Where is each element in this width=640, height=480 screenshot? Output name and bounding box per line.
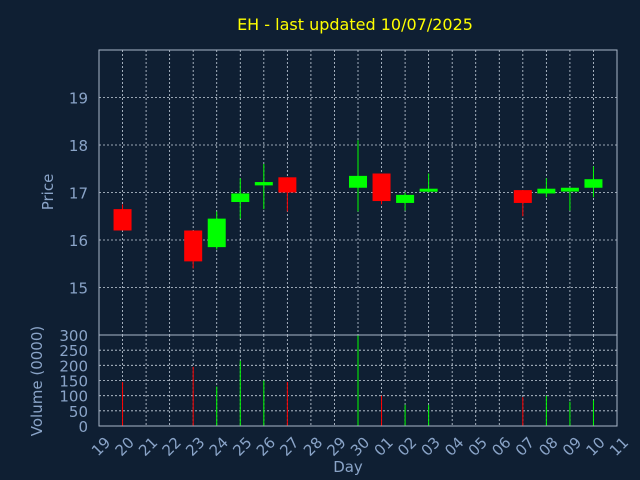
x-tick-label: 20 bbox=[112, 434, 138, 460]
x-tick-label: 06 bbox=[488, 434, 514, 460]
x-tick-label: 04 bbox=[441, 434, 467, 460]
candle-body bbox=[278, 177, 297, 193]
volume-axis-label: Volume (0000) bbox=[28, 326, 46, 436]
candle-body bbox=[231, 193, 250, 202]
volume-tick-label: 200 bbox=[59, 357, 88, 375]
x-tick-label: 03 bbox=[418, 434, 444, 460]
x-tick-label: 30 bbox=[347, 434, 373, 460]
volume-grid bbox=[99, 335, 617, 426]
x-tick-label: 11 bbox=[606, 434, 632, 460]
candle-body bbox=[560, 187, 579, 192]
candle-body bbox=[184, 230, 203, 262]
volume-tick-label: 250 bbox=[59, 342, 88, 360]
candle-body bbox=[113, 209, 132, 231]
chart-title: EH - last updated 10/07/2025 bbox=[237, 15, 473, 34]
price-tick-label: 16 bbox=[69, 232, 88, 250]
x-tick-label: 01 bbox=[371, 434, 397, 460]
volume-tick-label: 150 bbox=[59, 373, 88, 391]
x-tick-label: 28 bbox=[300, 434, 326, 460]
x-tick-label: 24 bbox=[206, 434, 232, 460]
candle-body bbox=[419, 188, 438, 192]
price-tick-label: 17 bbox=[69, 185, 88, 203]
x-tick-label: 10 bbox=[582, 434, 608, 460]
volume-bars-layer bbox=[122, 335, 594, 426]
candle-body bbox=[207, 218, 226, 248]
x-tick-label: 08 bbox=[535, 434, 561, 460]
x-axis-label: Day bbox=[333, 458, 363, 476]
price-tick-labels: 15 16 17 18 19 bbox=[69, 90, 88, 298]
price-tick-label: 19 bbox=[69, 90, 88, 108]
x-tick-label: 09 bbox=[559, 434, 585, 460]
x-tick-label: 27 bbox=[276, 434, 302, 460]
volume-tick-label: 0 bbox=[78, 418, 88, 436]
candle-body bbox=[513, 190, 532, 203]
price-axis-label: Price bbox=[39, 174, 57, 211]
price-tick-label: 18 bbox=[69, 137, 88, 155]
x-tick-labels: 1920212223242526272829300102030405060708… bbox=[88, 434, 632, 460]
x-tick-label: 23 bbox=[182, 434, 208, 460]
price-tick-label: 15 bbox=[69, 280, 88, 298]
x-tick-label: 05 bbox=[465, 434, 491, 460]
volume-tick-label: 300 bbox=[59, 327, 88, 345]
candles-layer bbox=[113, 140, 603, 269]
x-tick-label: 07 bbox=[512, 434, 538, 460]
x-tick-label: 19 bbox=[88, 434, 114, 460]
x-tick-label: 22 bbox=[159, 434, 185, 460]
x-tick-label: 26 bbox=[253, 434, 279, 460]
price-grid bbox=[99, 50, 617, 335]
candle-body bbox=[372, 173, 391, 202]
candle-body bbox=[254, 182, 273, 186]
x-tick-label: 29 bbox=[323, 434, 349, 460]
volume-tick-label: 50 bbox=[69, 403, 88, 421]
x-tick-label: 21 bbox=[135, 434, 161, 460]
volume-tick-label: 100 bbox=[59, 388, 88, 406]
x-tick-label: 02 bbox=[394, 434, 420, 460]
candle-body bbox=[537, 188, 556, 194]
candle-body bbox=[396, 194, 415, 203]
volume-panel-frame bbox=[98, 334, 618, 427]
candle-body bbox=[349, 175, 367, 188]
candle-body bbox=[584, 179, 603, 188]
x-tick-label: 25 bbox=[229, 434, 255, 460]
